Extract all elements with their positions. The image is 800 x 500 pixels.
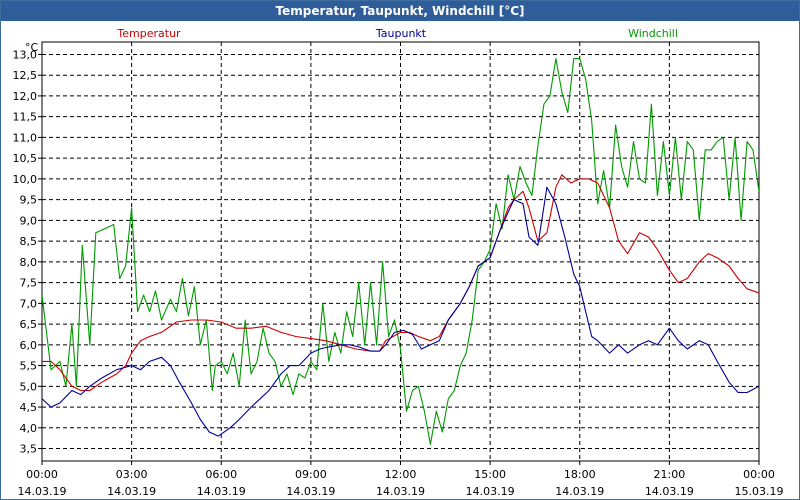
y-tick-label: 5,0	[20, 380, 38, 393]
plot-area	[41, 41, 760, 462]
y-tick-label: 8,5	[20, 235, 38, 248]
y-tick-label: 4,5	[20, 401, 38, 414]
y-tick-label: 11,0	[13, 131, 38, 144]
series-line-windchill	[42, 58, 759, 445]
y-tick-label: 6,0	[20, 339, 38, 352]
y-tick-label: 12,0	[13, 90, 38, 103]
chart-title: Temperatur, Taupunkt, Windchill [°C]	[1, 1, 799, 21]
x-tick-date: 14.03.19	[286, 485, 335, 498]
y-tick-label: 7,0	[20, 297, 38, 310]
y-tick-label: 3,5	[20, 443, 38, 456]
y-tick-label: 5,5	[20, 360, 38, 373]
x-tick-date: 14.03.19	[645, 485, 694, 498]
x-tick-date: 14.03.19	[555, 485, 604, 498]
x-tick-time: 12:00	[385, 468, 417, 481]
x-tick-date: 14.03.19	[376, 485, 425, 498]
legend-label-windchill: Windchill	[628, 27, 678, 40]
legend: Temperatur Taupunkt Windchill	[116, 27, 678, 40]
x-tick-date: 15.03.19	[735, 485, 784, 498]
y-tick-label: 10,5	[13, 152, 38, 165]
y-tick-label: 4,0	[20, 422, 38, 435]
y-tick-label: 8,0	[20, 256, 38, 269]
y-tick-label: 6,5	[20, 318, 38, 331]
y-tick-label: 13,0	[13, 48, 38, 61]
x-tick-time: 03:00	[116, 468, 148, 481]
legend-label-taupunkt: Taupunkt	[375, 27, 427, 40]
x-tick-date: 14.03.19	[197, 485, 246, 498]
x-tick-time: 00:00	[743, 468, 775, 481]
series-line-temperatur	[42, 174, 759, 392]
x-tick-time: 18:00	[564, 468, 596, 481]
x-tick-time: 09:00	[295, 468, 327, 481]
y-tick-label: 10,0	[13, 173, 38, 186]
x-tick-time: 06:00	[205, 468, 237, 481]
series-lines	[42, 58, 759, 445]
series-line-taupunkt	[42, 186, 759, 437]
y-tick-label: 12,5	[13, 69, 38, 82]
y-tick-label: 11,5	[13, 111, 38, 124]
x-tick-date: 14.03.19	[18, 485, 67, 498]
x-tick-date: 14.03.19	[107, 485, 156, 498]
x-tick-time: 21:00	[654, 468, 686, 481]
x-tick-date: 14.03.19	[466, 485, 515, 498]
y-tick-label: 9,0	[20, 214, 38, 227]
axes: 3,5 4,0 4,5 5,0 5,5 6,0 6,5 7,0 7,5 8,0 8,5 9,0 9,5 1…	[13, 41, 784, 498]
legend-label-temperatur: Temperatur	[116, 27, 181, 40]
x-tick-time: 15:00	[474, 468, 506, 481]
y-unit-label: °C	[25, 41, 39, 54]
x-tick-time: 00:00	[26, 468, 58, 481]
y-tick-label: 9,5	[20, 194, 38, 207]
y-tick-label: 7,5	[20, 277, 38, 290]
